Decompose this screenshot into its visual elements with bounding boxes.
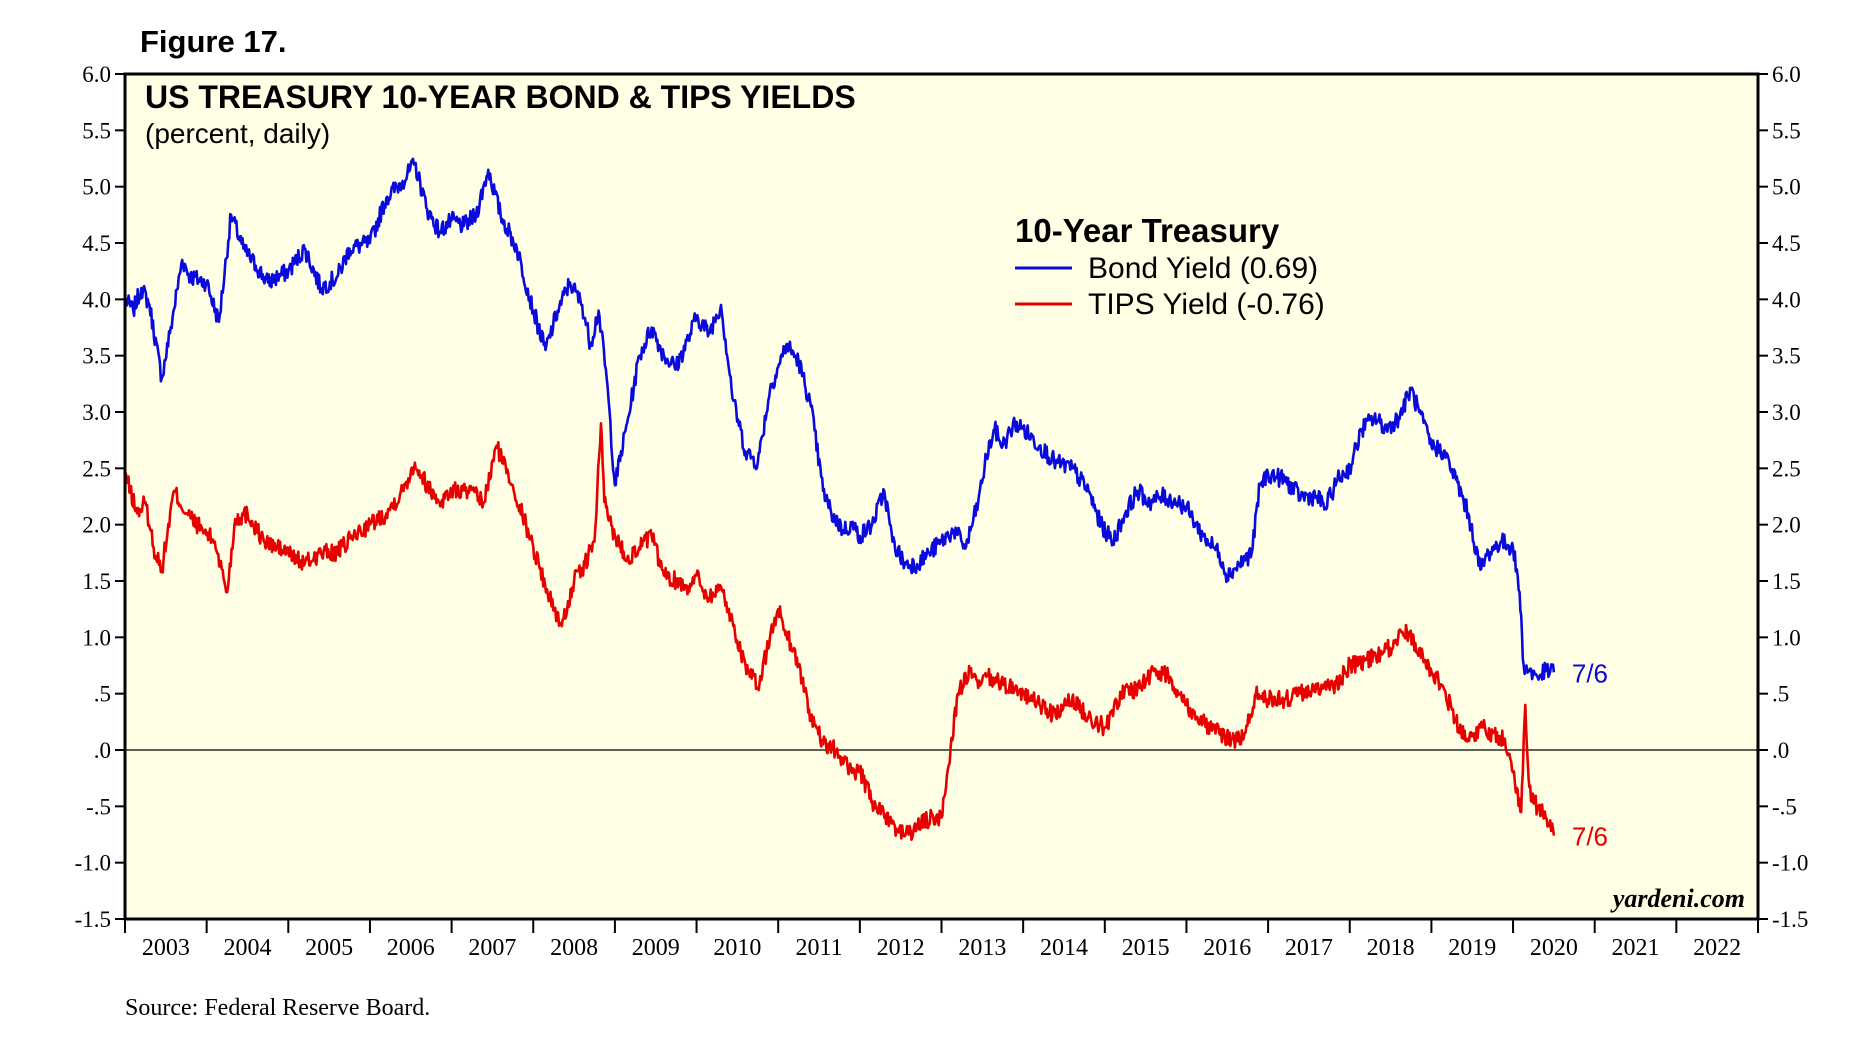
x-tick-label: 2017 [1285, 935, 1333, 961]
y-tick-label-right: 6.0 [1772, 62, 1801, 87]
y-tick-label-left: -1.0 [75, 851, 111, 876]
x-tick-label: 2020 [1530, 935, 1578, 961]
y-tick-label-left: 6.0 [82, 62, 111, 87]
y-tick-label-left: 2.0 [82, 513, 111, 538]
y-tick-label-right: -.5 [1772, 794, 1797, 819]
x-tick-label: 2018 [1367, 935, 1415, 961]
y-tick-label-right: -1.5 [1772, 907, 1808, 932]
y-tick-label-right: .0 [1772, 738, 1789, 763]
x-tick-label: 2010 [713, 935, 761, 961]
source-note: Source: Federal Reserve Board. [125, 995, 430, 1021]
y-tick-label-left: 5.0 [82, 175, 111, 200]
y-tick-label-left: .0 [94, 738, 111, 763]
y-tick-label-left: 3.5 [82, 344, 111, 369]
x-tick-label: 2019 [1448, 935, 1496, 961]
bond-yield-series-line [124, 157, 1556, 681]
y-axis-right: -1.5 -1.0 -.5 .0 .5 1.0 1.5 2.0 2.5 3.0 3.5 4.0 4.5 5… [1758, 62, 1808, 932]
legend: 10-Year Treasury Bond Yield (0.69) TIPS … [1015, 212, 1325, 321]
x-axis: 2003 2004 2005 2006 2007 2008 2009 2010 2011 2012… [124, 919, 1759, 961]
x-tick-label: 2006 [387, 935, 435, 961]
y-tick-label-right: 3.0 [1772, 400, 1801, 425]
y-tick-label-right: 2.0 [1772, 513, 1801, 538]
y-axis-left: -1.5 -1.0 -.5 .0 .5 1.0 1.5 2.0 2.5 3.0 3.5 4.0 4.5 5… [75, 62, 125, 932]
y-tick-label-left: 3.0 [82, 400, 111, 425]
x-tick-label: 2021 [1612, 935, 1660, 961]
y-tick-label-right: -1.0 [1772, 851, 1808, 876]
brand-watermark: yardeni.com [1610, 884, 1745, 913]
y-tick-label-left: 4.0 [82, 287, 111, 312]
legend-bond-label: Bond Yield (0.69) [1088, 252, 1318, 285]
legend-tips-label: TIPS Yield (-0.76) [1088, 288, 1325, 321]
legend-title: 10-Year Treasury [1015, 212, 1280, 249]
x-tick-label: 2008 [550, 935, 598, 961]
bond-end-label: 7/6 [1572, 658, 1608, 688]
y-tick-label-left: -.5 [86, 794, 111, 819]
y-tick-label-right: .5 [1772, 682, 1789, 707]
y-tick-label-right: 3.5 [1772, 344, 1801, 369]
x-tick-label: 2022 [1693, 935, 1741, 961]
x-tick-label: 2011 [795, 935, 842, 961]
x-tick-label: 2004 [223, 935, 271, 961]
y-tick-label-right: 5.5 [1772, 118, 1801, 143]
chart-subtitle: (percent, daily) [145, 118, 330, 149]
y-tick-label-right: 5.0 [1772, 175, 1801, 200]
tips-yield-series-line [124, 422, 1556, 841]
x-tick-label: 2013 [958, 935, 1006, 961]
y-tick-label-right: 4.5 [1772, 231, 1801, 256]
y-tick-label-left: 4.5 [82, 231, 111, 256]
y-tick-label-left: -1.5 [75, 907, 111, 932]
x-tick-label: 2003 [142, 935, 190, 961]
x-tick-label: 2009 [632, 935, 680, 961]
x-tick-label: 2012 [877, 935, 925, 961]
tips-end-label: 7/6 [1572, 822, 1608, 852]
y-tick-label-left: .5 [94, 682, 111, 707]
y-tick-label-left: 2.5 [82, 456, 111, 481]
chart-title: US TREASURY 10-YEAR BOND & TIPS YIELDS [145, 79, 856, 115]
x-tick-label: 2005 [305, 935, 353, 961]
x-tick-label: 2015 [1122, 935, 1170, 961]
y-tick-label-right: 1.5 [1772, 569, 1801, 594]
y-tick-label-right: 4.0 [1772, 287, 1801, 312]
plot-area [125, 74, 1758, 919]
x-tick-label: 2007 [468, 935, 516, 961]
y-tick-label-left: 1.5 [82, 569, 111, 594]
figure-label: Figure 17. [140, 24, 286, 59]
x-tick-label: 2016 [1203, 935, 1251, 961]
y-tick-label-right: 1.0 [1772, 625, 1801, 650]
x-tick-label: 2014 [1040, 935, 1088, 961]
y-tick-label-left: 5.5 [82, 118, 111, 143]
y-tick-label-left: 1.0 [82, 625, 111, 650]
y-tick-label-right: 2.5 [1772, 456, 1801, 481]
plot-frame [123, 72, 1760, 921]
